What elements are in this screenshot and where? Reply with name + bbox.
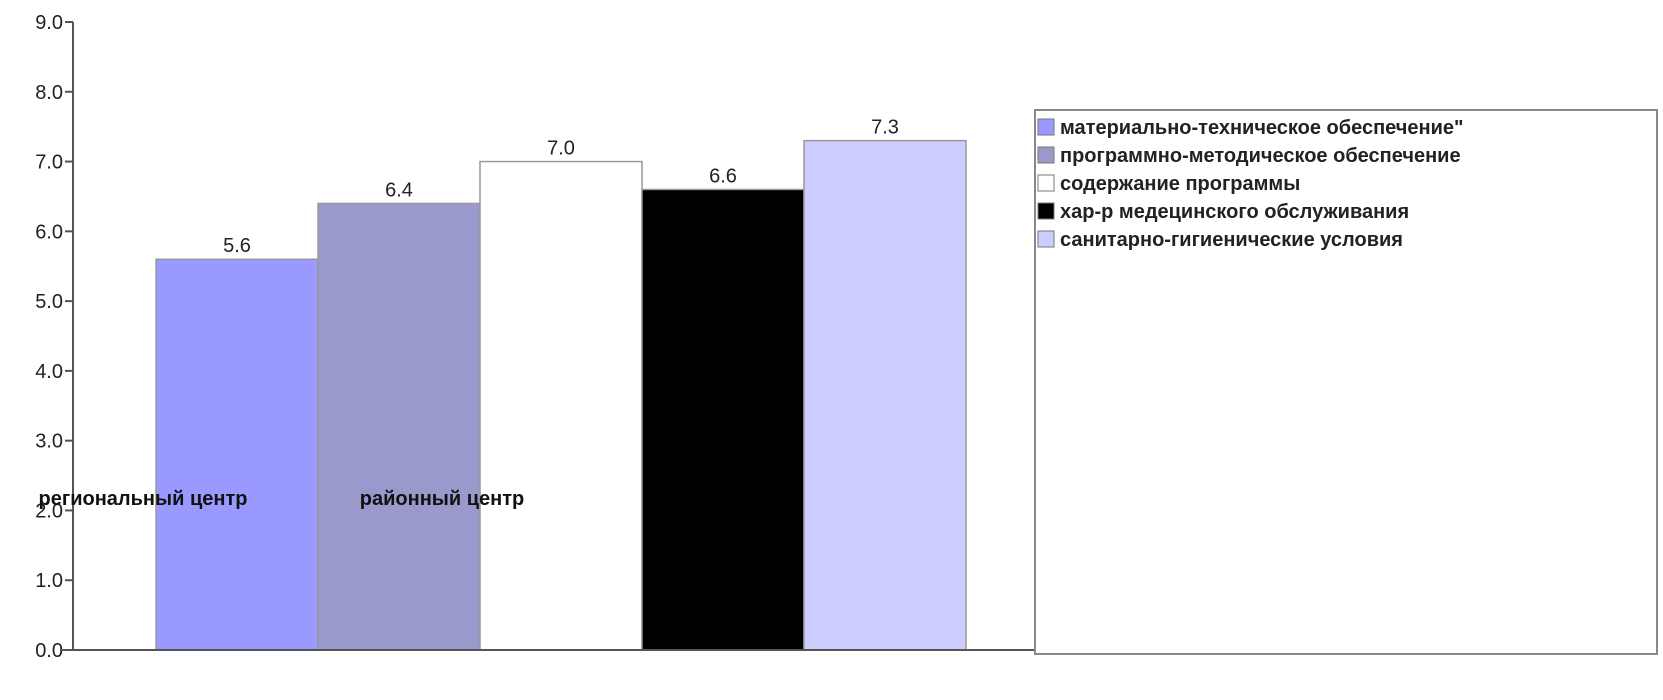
y-tick-label: 6.0 [35, 221, 63, 243]
legend-box [1034, 109, 1658, 655]
bar [479, 160, 643, 651]
y-tick-label: 2.0 [35, 500, 63, 522]
y-tick-label: 8.0 [35, 82, 63, 104]
legend-swatch [1037, 146, 1055, 164]
legend-entry: хар-р медецинского обслуживания [1060, 201, 1409, 223]
legend-swatch [1037, 118, 1055, 136]
value-labels: 5.6 6.4 7.0 6.6 7.3 [223, 117, 899, 258]
data-label: 7.0 [547, 138, 575, 160]
group-labels: региональный центр районный центр [39, 488, 525, 510]
category-label: региональный центр [39, 488, 248, 510]
y-tick-label: 0.0 [35, 640, 63, 662]
bars [155, 139, 967, 651]
legend-entry: материально-техническое обеспечение" [1060, 117, 1464, 139]
y-axis: 0.0 1.0 2.0 3.0 4.0 5.0 6.0 7.0 8.0 9.0 [35, 12, 74, 662]
legend-swatch [1037, 230, 1055, 248]
bar [641, 188, 805, 651]
y-tick-label: 1.0 [35, 570, 63, 592]
data-label: 6.4 [385, 179, 413, 201]
legend-swatch [1037, 202, 1055, 220]
y-tick-label: 4.0 [35, 361, 63, 383]
data-label: 5.6 [223, 235, 251, 257]
bar [317, 202, 481, 651]
y-tick-label: 7.0 [35, 152, 63, 174]
y-tick-label: 9.0 [35, 12, 63, 34]
legend-entry: программно-методическое обеспечение [1060, 145, 1461, 167]
bar [155, 258, 319, 651]
legend: материально-техническое обеспечение" прог… [1034, 109, 1658, 655]
data-label: 7.3 [871, 117, 899, 139]
data-label: 6.6 [709, 165, 737, 187]
y-tick-label: 5.0 [35, 291, 63, 313]
category-label: районный центр [360, 488, 524, 510]
legend-entry: содержание программы [1060, 173, 1300, 195]
legend-swatch [1037, 174, 1055, 192]
y-tick-label: 3.0 [35, 431, 63, 453]
legend-entry: санитарно-гигиенические условия [1060, 229, 1403, 251]
bar [803, 139, 967, 651]
